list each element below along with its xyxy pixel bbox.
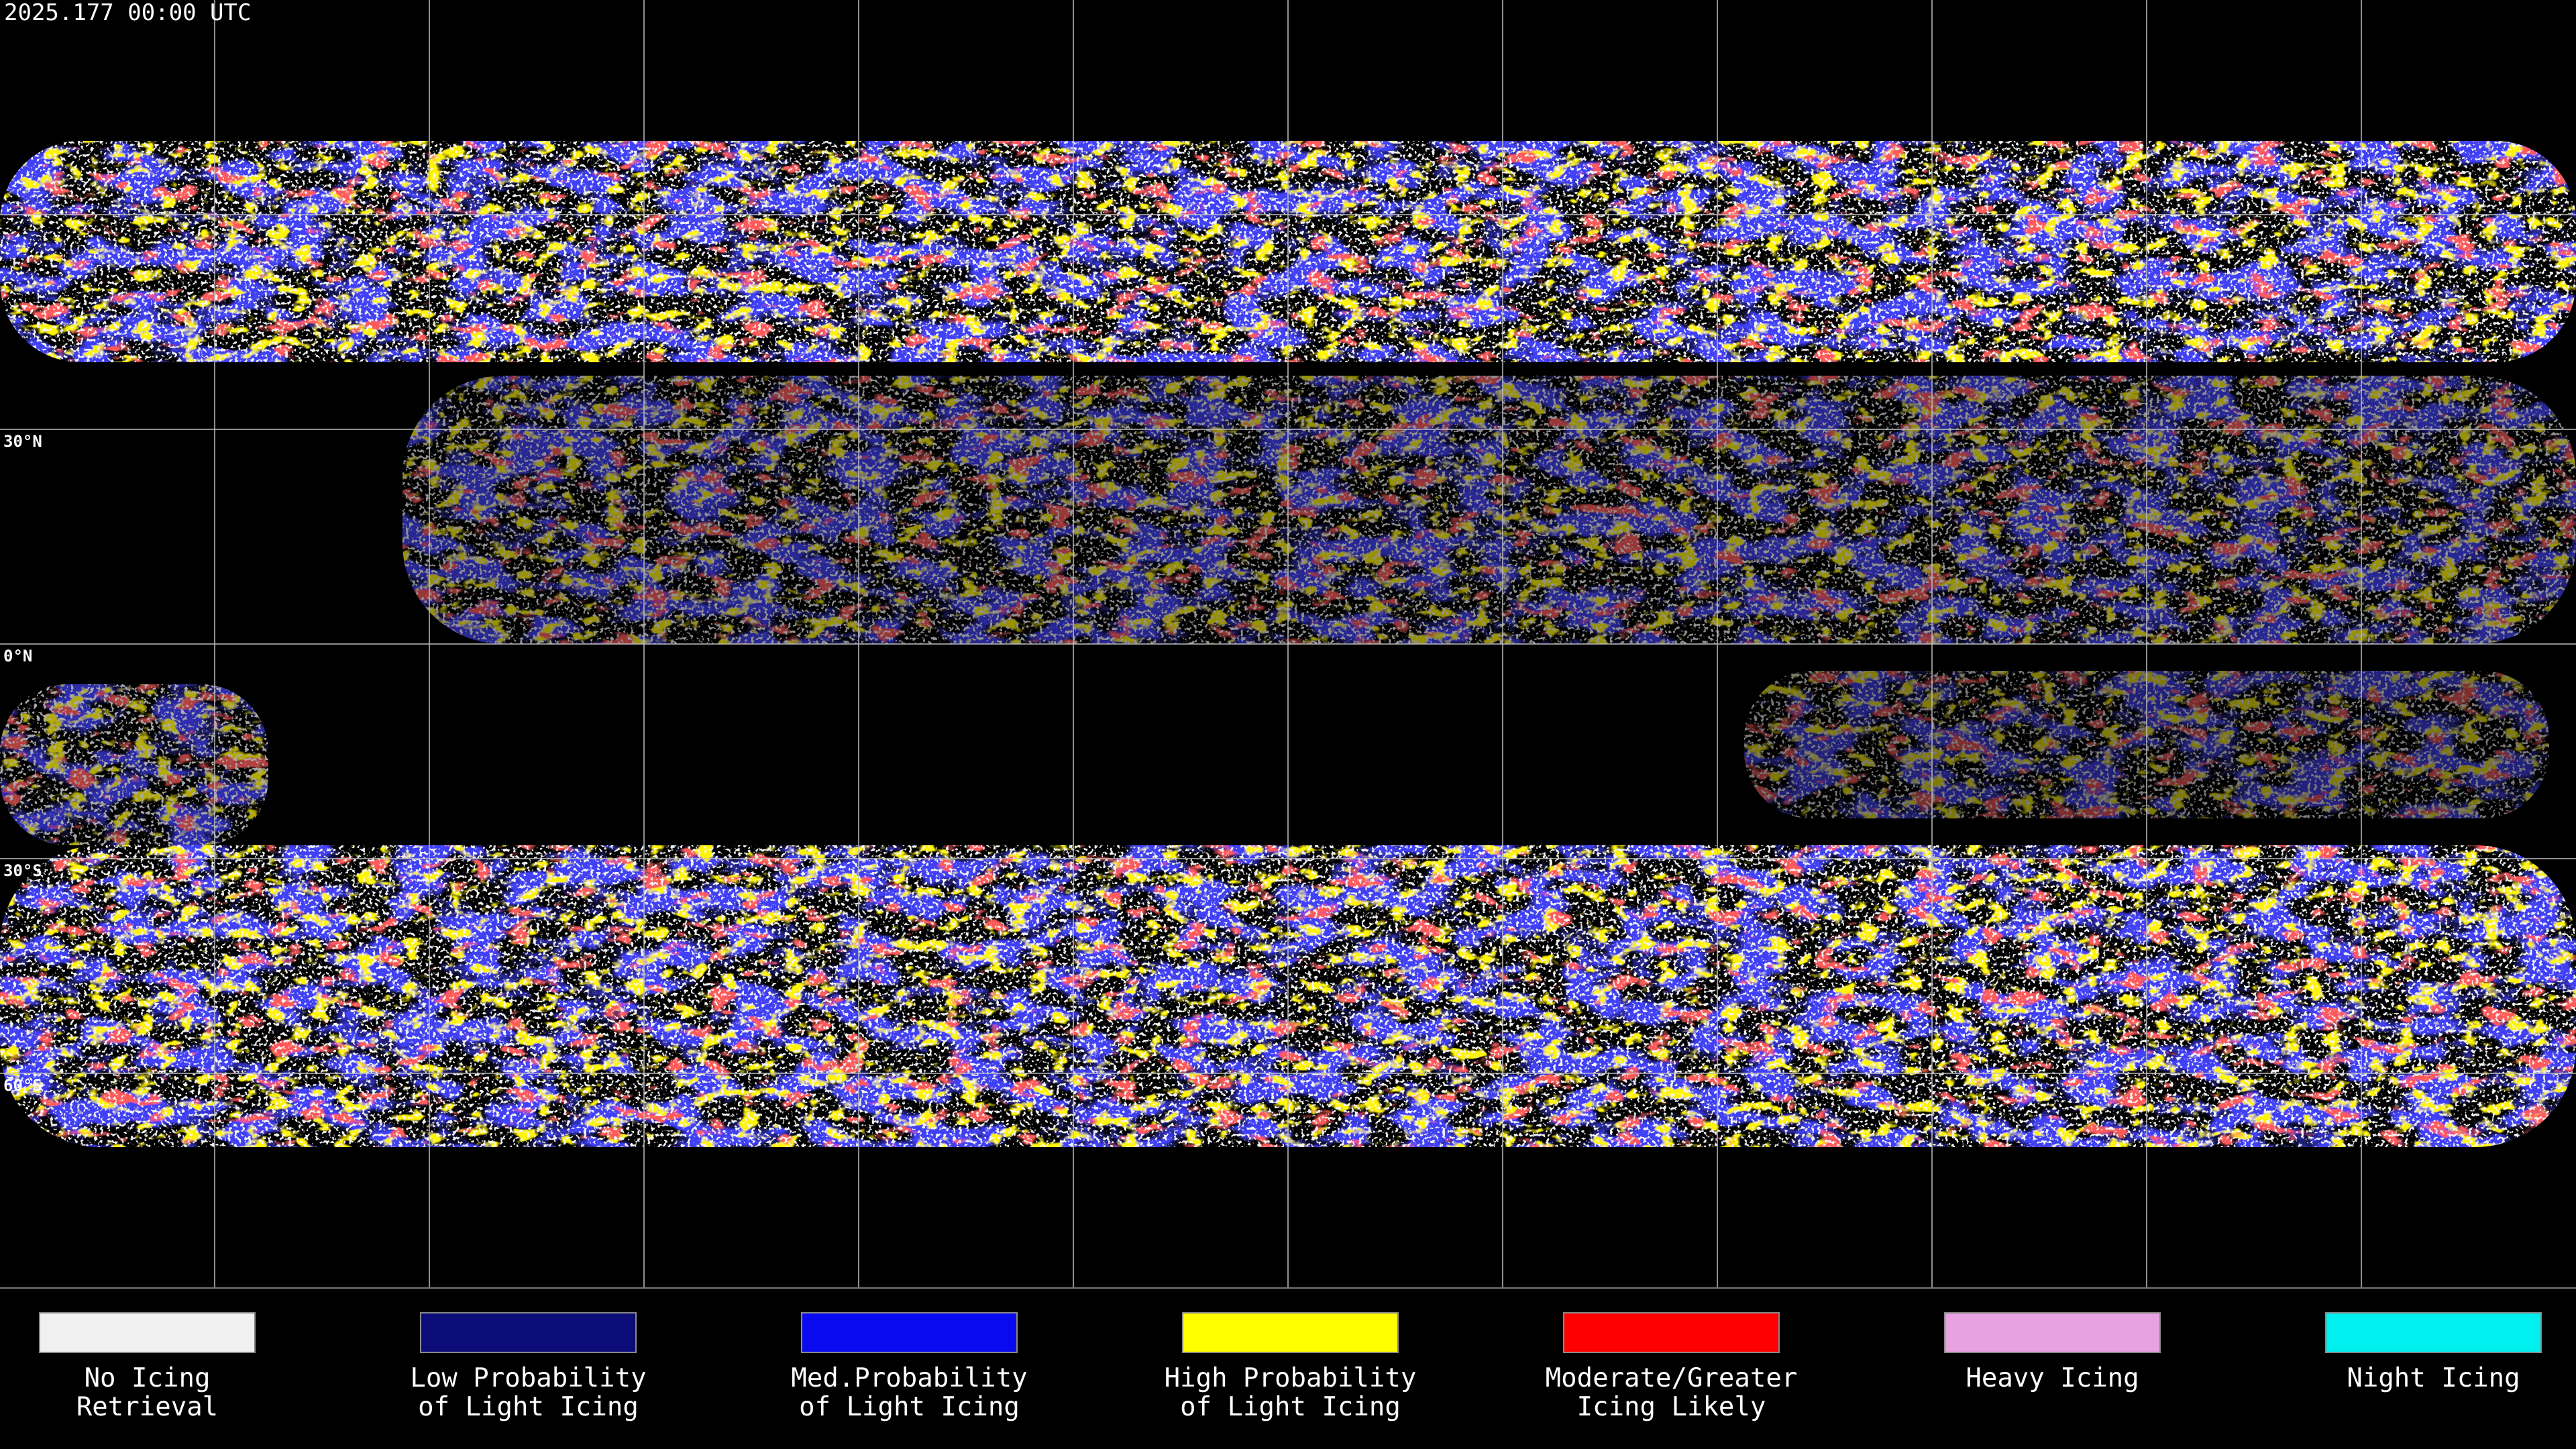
legend-swatch bbox=[801, 1312, 1018, 1353]
legend-label: Icing Likely bbox=[1577, 1392, 1766, 1422]
legend-swatch bbox=[1182, 1312, 1399, 1353]
legend-swatch bbox=[1563, 1312, 1780, 1353]
pacific-patch bbox=[0, 684, 268, 845]
legend-swatch bbox=[2325, 1312, 2542, 1353]
legend-label: Med.Probability bbox=[791, 1363, 1027, 1393]
timestamp: 2025.177 00:00 UTC bbox=[4, 0, 251, 26]
lat-label: 60°S bbox=[3, 1076, 42, 1095]
legend-label: High Probability bbox=[1165, 1363, 1417, 1393]
lat-label: 30°S bbox=[3, 861, 42, 880]
legend-swatch bbox=[1944, 1312, 2161, 1353]
lat-label: 30°N bbox=[3, 432, 42, 451]
legend-label: Retrieval bbox=[76, 1392, 218, 1422]
lat-label: 0°N bbox=[3, 647, 32, 665]
legend-label: of Light Icing bbox=[799, 1392, 1020, 1422]
legend-label: Heavy Icing bbox=[1966, 1363, 2139, 1393]
legend-swatch bbox=[420, 1312, 637, 1353]
legend-label: No Icing bbox=[85, 1363, 211, 1393]
legend-label: of Light Icing bbox=[1180, 1392, 1401, 1422]
legend-label: Low Probability bbox=[410, 1363, 646, 1393]
legend-label: of Light Icing bbox=[418, 1392, 639, 1422]
legend-label: Night Icing bbox=[2347, 1363, 2520, 1393]
tropical-band bbox=[402, 376, 2576, 644]
legend-label: Moderate/Greater bbox=[1546, 1363, 1798, 1393]
legend-swatch bbox=[39, 1312, 256, 1353]
